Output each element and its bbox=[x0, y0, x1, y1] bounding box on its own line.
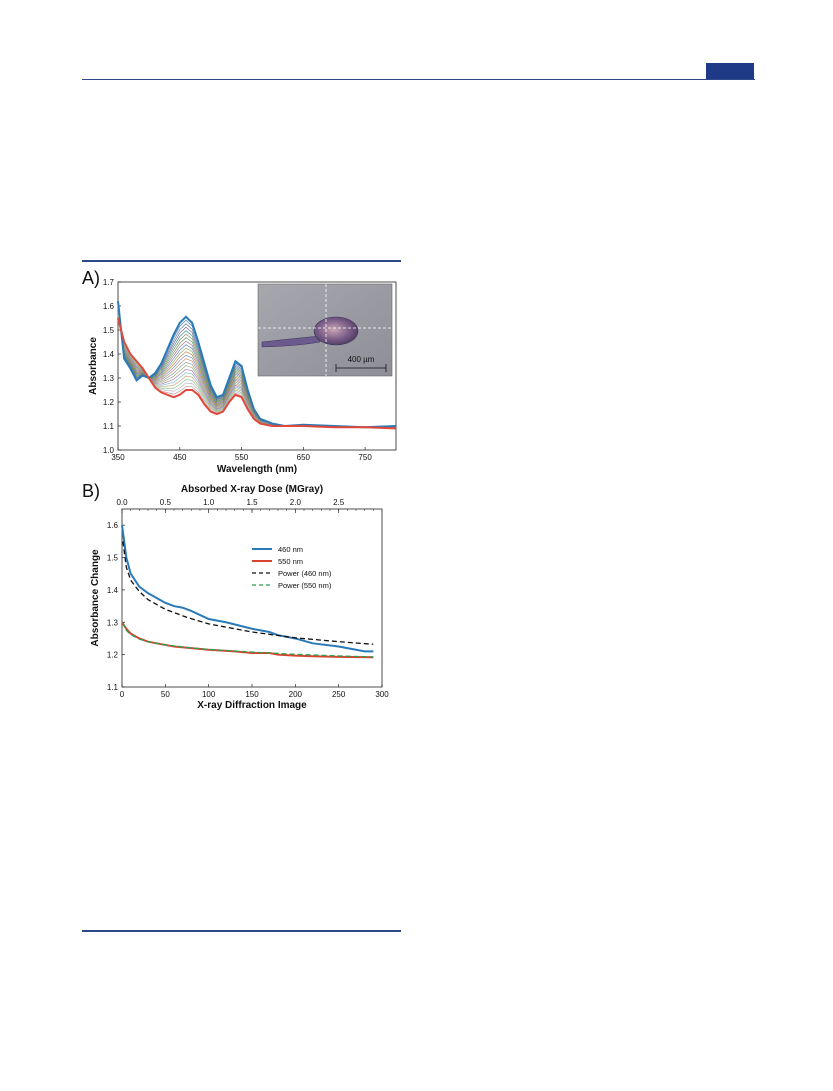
y-tick-label: 1.5 bbox=[103, 326, 115, 335]
legend-label: 460 nm bbox=[278, 545, 303, 554]
y-tick-label: 1.4 bbox=[107, 586, 119, 595]
figure-bottom-rule bbox=[82, 930, 401, 932]
series-line-2 bbox=[122, 541, 374, 645]
x-tick-label: 100 bbox=[202, 690, 216, 699]
header-rule bbox=[82, 79, 755, 80]
y-tick-label: 1.2 bbox=[107, 651, 119, 660]
spectrum-last-line bbox=[117, 317, 397, 430]
legend-label: Power (460 nm) bbox=[278, 569, 332, 578]
scale-bar-label: 400 µm bbox=[348, 355, 375, 364]
y-axis-label: Absorbance Change bbox=[90, 549, 101, 647]
top-axis-tick-label: 0.5 bbox=[160, 498, 172, 507]
top-axis-tick-label: 1.0 bbox=[203, 498, 215, 507]
top-axis-tick-label: 2.0 bbox=[290, 498, 302, 507]
y-tick-label: 1.0 bbox=[103, 446, 115, 455]
y-tick-label: 1.7 bbox=[103, 278, 115, 287]
top-axis-tick-label: 2.5 bbox=[333, 498, 345, 507]
y-tick-label: 1.4 bbox=[103, 350, 115, 359]
y-tick-label: 1.1 bbox=[103, 422, 115, 431]
legend-label: 550 nm bbox=[278, 557, 303, 566]
series-line-0 bbox=[121, 525, 374, 653]
x-tick-label: 750 bbox=[358, 453, 372, 462]
plot-frame bbox=[121, 508, 383, 688]
panel-a-label: A) bbox=[82, 268, 100, 288]
crystal-photo-inset: 400 µm bbox=[257, 283, 393, 377]
y-tick-label: 1.3 bbox=[107, 618, 119, 627]
absorbance-change-chart: Absorbed X-ray Dose (MGray) 0.0 0.5 1.0 1.5 2… bbox=[90, 484, 389, 711]
top-axis-tick-label: 1.5 bbox=[246, 498, 258, 507]
top-axis-title: Absorbed X-ray Dose (MGray) bbox=[181, 484, 323, 495]
x-tick-label: 550 bbox=[235, 453, 249, 462]
top-axis-tick-label: 0.0 bbox=[116, 498, 128, 507]
x-tick-label: 150 bbox=[245, 690, 259, 699]
crystal-drop bbox=[313, 316, 359, 346]
y-tick-label: 1.6 bbox=[103, 302, 115, 311]
x-tick-label: 650 bbox=[297, 453, 311, 462]
y-tick-label: 1.3 bbox=[103, 374, 115, 383]
x-tick-label: 200 bbox=[289, 690, 303, 699]
x-axis-label: X-ray Diffraction Image bbox=[197, 700, 307, 711]
header-tab bbox=[706, 63, 754, 79]
x-tick-label: 0 bbox=[120, 690, 125, 699]
x-tick-label: 300 bbox=[375, 690, 389, 699]
x-tick-label: 450 bbox=[173, 453, 187, 462]
legend-label: Power (550 nm) bbox=[278, 581, 332, 590]
figure-top-rule bbox=[82, 260, 401, 262]
y-tick-label: 1.2 bbox=[103, 398, 115, 407]
crystal-loop-stem bbox=[261, 335, 321, 348]
x-axis-label: Wavelength (nm) bbox=[217, 464, 297, 475]
y-tick-label: 1.1 bbox=[107, 683, 119, 692]
y-tick-label: 1.5 bbox=[107, 554, 119, 563]
panel-b-label: B) bbox=[82, 481, 100, 501]
series-line-1 bbox=[121, 621, 374, 659]
x-tick-label: 50 bbox=[161, 690, 170, 699]
x-tick-label: 350 bbox=[111, 453, 125, 462]
y-tick-label: 1.6 bbox=[107, 521, 119, 530]
y-axis-label: Absorbance bbox=[88, 337, 99, 395]
series-line-3 bbox=[122, 622, 374, 658]
absorbance-spectra-chart: 1.0 1.1 1.2 1.3 1.4 1.5 1.6 1.7 350 450 550 650 750 W… bbox=[88, 278, 397, 475]
x-tick-label: 250 bbox=[332, 690, 346, 699]
